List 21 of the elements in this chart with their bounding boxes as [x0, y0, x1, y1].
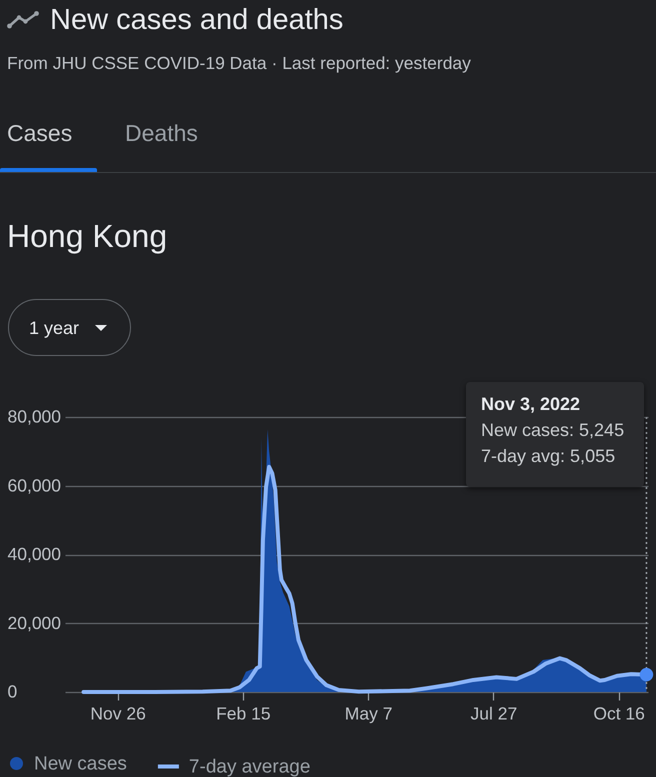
text: Cases [7, 120, 72, 146]
tooltip-card: Nov 3, 2022 New cases: 5,245 7-day avg: 5,055 [466, 382, 644, 487]
y-tick-label: 80,000 [8, 406, 62, 426]
x-tick-label: May 7 [344, 704, 392, 724]
chart-subtitle: From JHU CSSE COVID-19 Data · Last reported: yesterday [7, 52, 471, 72]
x-tick-label: Nov 26 [90, 704, 146, 724]
legend-label: New cases [34, 754, 127, 774]
dropdown-button: 1 year [8, 299, 131, 356]
y-tick-label: 0 [8, 682, 18, 702]
y-tick-label: 40,000 [8, 544, 62, 564]
y-tick-label: 60,000 [8, 475, 62, 496]
annotation: 7-day avg: 5,055 [481, 446, 616, 466]
legend-label: 7-day average [188, 756, 310, 777]
text: Deaths [125, 120, 198, 146]
y-tick-label: 20,000 [8, 612, 62, 633]
x-tick-label: Oct 16 [593, 704, 645, 724]
x-tick-label: Feb 15 [216, 704, 271, 724]
text: Hong Kong [7, 218, 168, 254]
chart-title: New cases and deaths [50, 4, 344, 36]
annotation: New cases: 5,245 [481, 420, 624, 440]
x-tick-label: Jul 27 [470, 704, 518, 724]
